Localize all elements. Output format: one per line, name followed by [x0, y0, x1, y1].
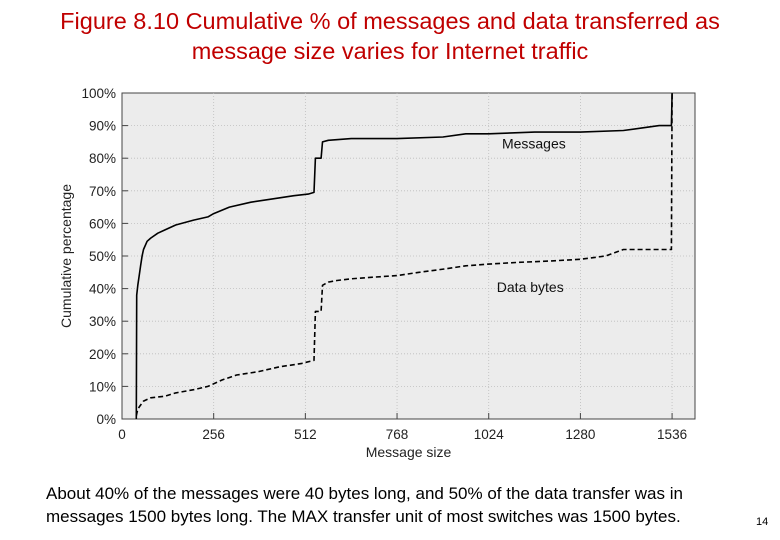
y-tick-label: 80%: [89, 151, 116, 166]
x-tick-label: 1536: [657, 427, 687, 442]
x-tick-label: 512: [294, 427, 317, 442]
series-annotation: Messages: [502, 135, 566, 151]
y-tick-label: 70%: [89, 184, 116, 199]
data-bytes-line: [135, 92, 673, 416]
y-tick-label: 40%: [89, 282, 116, 297]
x-tick-label: 768: [386, 427, 409, 442]
y-tick-label: 90%: [89, 119, 116, 134]
page-number: 14: [756, 516, 769, 528]
x-tick-label: 1024: [474, 427, 505, 442]
x-tick-label: 0: [118, 427, 126, 442]
y-tick-label: 30%: [89, 314, 116, 329]
plot-background: [121, 92, 696, 420]
messages-line: [135, 92, 673, 420]
y-tick-label: 100%: [81, 86, 116, 101]
slide-title: Figure 8.10 Cumulative % of messages and…: [60, 8, 720, 64]
series-annotation: Data bytes: [497, 279, 564, 295]
y-tick-label: 50%: [89, 249, 116, 264]
y-tick-label: 10%: [89, 379, 116, 394]
slide-caption: About 40% of the messages were 40 bytes …: [46, 484, 683, 526]
y-tick-label: 0%: [96, 412, 116, 427]
x-tick-label: 1280: [565, 427, 595, 442]
y-tick-label: 60%: [89, 216, 116, 231]
y-axis-label: Cumulative percentage: [58, 184, 74, 328]
y-tick-label: 20%: [89, 347, 116, 362]
x-axis-label: Message size: [366, 444, 452, 460]
x-tick-label: 256: [202, 427, 225, 442]
